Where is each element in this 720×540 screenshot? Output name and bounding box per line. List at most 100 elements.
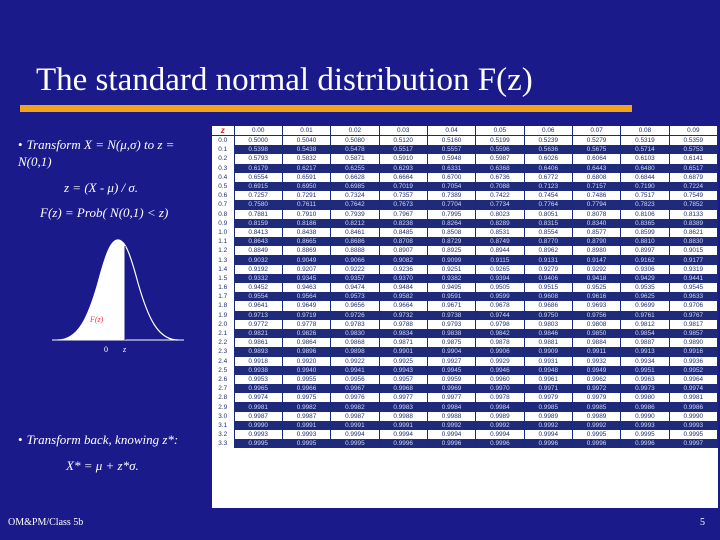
- table-cell: 0.6331: [427, 163, 477, 173]
- table-cell: 0.6255: [330, 163, 380, 173]
- table-cell: 0.9989: [475, 411, 525, 421]
- table-cell: 0.9633: [669, 292, 719, 302]
- table-cell: 0.9967: [330, 384, 380, 394]
- table-row: 2.1 0.9821 0.9826 0.9830 0.9834 0.9838 0.9842 0…: [212, 328, 719, 339]
- table-cell: 0.9896: [282, 347, 332, 357]
- table-cell: 0.8643: [234, 237, 283, 247]
- table-cell: 0.9441: [669, 273, 719, 283]
- table-cell: 0.9319: [669, 264, 719, 274]
- table-cell: 0.9934: [620, 356, 670, 366]
- table-cell: 0.9966: [282, 384, 332, 394]
- table-cell: 0.9515: [524, 283, 573, 293]
- table-corner-z: z: [212, 126, 235, 136]
- table-cell: 0.8686: [330, 237, 380, 247]
- table-cell: 0.9898: [330, 347, 380, 357]
- table-cell: 0.9982: [282, 402, 332, 412]
- table-cell: 0.9830: [330, 328, 380, 339]
- table-row: 2.4 0.9918 0.9920 0.9922 0.9925 0.9927 0.9929 0…: [212, 356, 719, 366]
- column-header: 0.05: [475, 126, 525, 136]
- table-cell: 0.5753: [669, 145, 719, 155]
- table-cell: 0.9099: [427, 255, 477, 265]
- table-cell: 0.9678: [475, 301, 525, 311]
- table-cell: 0.9994: [427, 430, 477, 440]
- footer-course: OM&PM/Class 5b: [8, 517, 84, 528]
- table-cell: 0.9535: [620, 283, 670, 293]
- table-cell: 0.6628: [330, 172, 380, 182]
- table-cell: 0.9793: [427, 319, 477, 329]
- row-z-value: 3.0: [212, 411, 235, 421]
- table-cell: 0.9938: [234, 365, 283, 375]
- table-cell: 0.8997: [620, 246, 670, 256]
- table-cell: 0.9545: [669, 283, 719, 293]
- table-cell: 0.9495: [427, 283, 477, 293]
- table-cell: 0.9744: [475, 310, 525, 320]
- table-row: 2.3 0.9893 0.9896 0.9898 0.9901 0.9904 0.9906 0…: [212, 347, 719, 357]
- table-cell: 0.9992: [524, 420, 573, 430]
- table-cell: 0.9992: [475, 420, 525, 430]
- table-cell: 0.5910: [379, 154, 428, 164]
- table-cell: 0.9406: [524, 273, 573, 283]
- table-cell: 0.5714: [620, 145, 670, 155]
- table-cell: 0.8186: [282, 218, 332, 228]
- table-cell: 0.9591: [427, 292, 477, 302]
- table-cell: 0.9177: [669, 255, 719, 265]
- table-cell: 0.6103: [620, 154, 670, 164]
- bullet-transform-back-text: Transform back, knowing z*:: [26, 432, 179, 447]
- table-cell: 0.9901: [379, 347, 428, 357]
- table-row: 3.1 0.9990 0.9991 0.9991 0.9991 0.9992 0.9992 0…: [212, 420, 719, 430]
- row-z-value: 2.4: [212, 356, 235, 366]
- row-z-value: 2.5: [212, 365, 235, 375]
- table-cell: 0.9992: [572, 420, 622, 430]
- table-cell: 0.9970: [475, 384, 525, 394]
- row-z-value: 1.4: [212, 264, 235, 274]
- table-cell: 0.9987: [330, 411, 380, 421]
- table-cell: 0.8106: [620, 209, 670, 219]
- table-cell: 0.9812: [620, 319, 670, 329]
- table-cell: 0.8749: [475, 237, 525, 247]
- column-header: 0.04: [427, 126, 477, 136]
- table-cell: 0.9904: [427, 347, 477, 357]
- table-cell: 0.9946: [475, 365, 525, 375]
- table-cell: 0.9463: [282, 283, 332, 293]
- table-cell: 0.9969: [427, 384, 477, 394]
- table-cell: 0.9756: [572, 310, 622, 320]
- table-cell: 0.9719: [282, 310, 332, 320]
- table-cell: 0.7881: [234, 209, 283, 219]
- table-cell: 0.9941: [330, 365, 380, 375]
- table-cell: 0.9964: [669, 374, 719, 385]
- table-cell: 0.9985: [524, 402, 573, 412]
- table-cell: 0.9995: [282, 439, 332, 449]
- table-cell: 0.8665: [282, 237, 332, 247]
- table-cell: 0.9991: [379, 420, 428, 430]
- table-cell: 0.7910: [282, 209, 332, 219]
- row-z-value: 0.6: [212, 191, 235, 201]
- row-z-value: 0.9: [212, 218, 235, 228]
- table-cell: 0.9959: [427, 374, 477, 385]
- table-cell: 0.9826: [282, 328, 332, 339]
- table-row: 3.2 0.9993 0.9993 0.9994 0.9994 0.9994 0.9994 0…: [212, 430, 719, 440]
- table-cell: 0.8790: [572, 237, 622, 247]
- table-cell: 0.9951: [620, 365, 670, 375]
- table-cell: 0.5000: [234, 135, 283, 146]
- table-cell: 0.9032: [234, 255, 283, 265]
- table-row: 0.1 0.5398 0.5438 0.5478 0.5517 0.5557 0.5596 0…: [212, 145, 719, 155]
- table-cell: 0.9817: [669, 319, 719, 329]
- table-cell: 0.9846: [524, 328, 573, 339]
- row-z-value: 2.8: [212, 393, 235, 403]
- table-cell: 0.9957: [379, 374, 428, 385]
- table-cell: 0.9573: [330, 292, 380, 302]
- table-cell: 0.9977: [427, 393, 477, 403]
- table-cell: 0.9963: [620, 374, 670, 385]
- table-cell: 0.5871: [330, 154, 380, 164]
- table-cell: 0.7054: [427, 181, 477, 192]
- table-cell: 0.7852: [669, 200, 719, 210]
- table-cell: 0.5359: [669, 135, 719, 146]
- table-row: 2.8 0.9974 0.9975 0.9976 0.9977 0.9977 0.9978 0…: [212, 393, 719, 403]
- table-cell: 0.7324: [330, 191, 380, 201]
- row-z-value: 0.0: [212, 135, 235, 146]
- table-cell: 0.9993: [620, 420, 670, 430]
- table-cell: 0.9940: [282, 365, 332, 375]
- table-cell: 0.5279: [572, 135, 622, 146]
- table-cell: 0.9251: [427, 264, 477, 274]
- table-cell: 0.9686: [524, 301, 573, 311]
